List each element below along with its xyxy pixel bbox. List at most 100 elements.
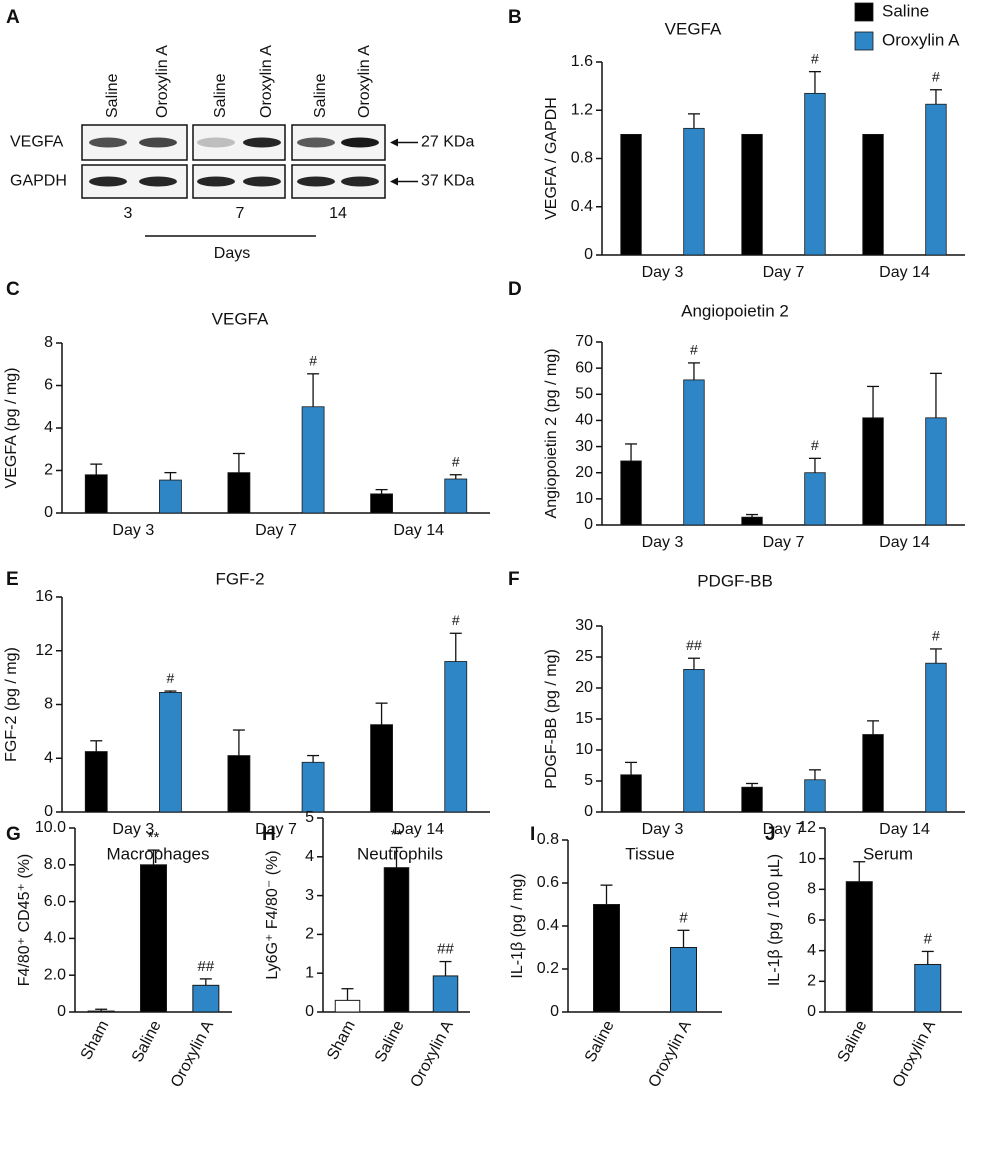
bar <box>914 963 942 1013</box>
lane-label: Saline <box>312 73 329 118</box>
y-tick-label: 15 <box>575 710 593 727</box>
chart-title: VEGFA <box>665 19 722 38</box>
panel-label: J <box>765 824 776 845</box>
significance: # <box>932 68 940 84</box>
y-tick-label: 0.8 <box>571 150 593 167</box>
bar <box>804 92 826 256</box>
bar <box>593 904 620 1013</box>
y-tick-label: 8.0 <box>44 856 66 873</box>
y-axis-label: VEGFA (pg / mg) <box>3 368 20 489</box>
significance: ** <box>391 826 403 843</box>
x-tick-label: Saline <box>835 1018 871 1065</box>
y-tick-label: 0 <box>584 803 593 820</box>
x-tick-label: Day 14 <box>393 821 444 838</box>
y-tick-label: 0.2 <box>537 960 559 977</box>
arrow-head <box>390 177 398 186</box>
significance: # <box>452 453 460 469</box>
x-tick-label: Day 3 <box>642 264 684 281</box>
y-axis-label: IL-1β (pg / 100 µL) <box>766 854 783 986</box>
y-axis-label: VEGFA / GAPDH <box>543 97 560 220</box>
bar <box>741 133 763 256</box>
y-axis-label: IL-1β (pg / mg) <box>509 873 526 978</box>
bar <box>84 474 108 514</box>
significance: # <box>167 670 175 686</box>
x-tick-label: Day 3 <box>112 821 154 838</box>
bar <box>862 133 884 256</box>
significance: ## <box>437 941 454 958</box>
blot-band <box>341 176 379 187</box>
bar <box>620 774 642 813</box>
bar <box>862 417 884 526</box>
bar <box>925 662 947 813</box>
x-tick-label: Day 3 <box>112 522 154 539</box>
x-tick-label: Day 7 <box>763 264 805 281</box>
y-tick-label: 4 <box>305 848 314 865</box>
bar <box>87 1010 115 1013</box>
significance: # <box>811 50 819 66</box>
chart-title: PDGF-BB <box>697 571 773 590</box>
row-label: VEGFA <box>10 134 64 151</box>
y-tick-label: 0 <box>584 246 593 263</box>
y-tick-label: 4 <box>44 749 53 766</box>
x-tick-label: Saline <box>129 1018 165 1065</box>
significance: ## <box>686 637 702 653</box>
x-tick-label: Sham <box>324 1018 359 1063</box>
y-tick-label: 30 <box>575 617 593 634</box>
panel-label: C <box>6 279 20 300</box>
y-tick-label: 20 <box>575 464 593 481</box>
blot-band <box>197 137 235 148</box>
y-tick-label: 40 <box>575 412 593 429</box>
bar <box>862 734 884 813</box>
bar <box>925 417 947 526</box>
bar <box>84 751 108 813</box>
panel-label: I <box>530 824 535 845</box>
y-tick-label: 10 <box>575 741 593 758</box>
y-tick-label: 50 <box>575 386 593 403</box>
x-tick-label: Oroxylin A <box>890 1018 939 1091</box>
blot-band <box>341 137 379 148</box>
bar <box>683 127 705 256</box>
chart-title: Neutrophils <box>357 844 443 863</box>
y-tick-label: 10 <box>798 850 816 867</box>
bar <box>159 692 182 813</box>
y-tick-label: 4 <box>44 419 53 436</box>
x-tick-label: Day 7 <box>255 821 297 838</box>
y-tick-label: 25 <box>575 648 593 665</box>
y-tick-label: 0.8 <box>537 831 559 848</box>
y-tick-label: 0 <box>44 803 53 820</box>
bar <box>683 669 705 813</box>
bar <box>227 472 251 514</box>
significance: # <box>679 909 688 926</box>
x-tick-label: Day 14 <box>879 821 930 838</box>
x-tick-label: Oroxylin A <box>646 1018 695 1091</box>
y-tick-label: 4.0 <box>44 930 66 947</box>
y-tick-label: 0 <box>584 516 593 533</box>
chart-title: Macrophages <box>106 844 209 863</box>
panel-label: E <box>6 569 19 590</box>
panel-label: D <box>508 279 522 300</box>
y-tick-label: 1.6 <box>571 53 593 70</box>
y-tick-label: 1 <box>305 964 314 981</box>
panel-label: G <box>6 824 21 845</box>
significance: # <box>924 930 933 947</box>
blot-band <box>89 137 127 148</box>
x-tick-label: Day 14 <box>393 522 444 539</box>
y-tick-label: 5 <box>305 809 314 826</box>
y-axis-label: Angiopoietin 2 (pg / mg) <box>543 349 560 519</box>
legend-swatch <box>854 31 874 51</box>
blot-band <box>139 137 177 148</box>
y-tick-label: 10 <box>575 490 593 507</box>
blot-band <box>197 176 235 187</box>
y-tick-label: 2 <box>44 462 53 479</box>
significance: # <box>932 628 940 644</box>
bar <box>159 479 182 514</box>
x-tick-label: Saline <box>372 1018 408 1065</box>
lane-label: Saline <box>212 73 229 118</box>
lane-label: Saline <box>104 73 121 118</box>
y-tick-label: 8 <box>44 334 53 351</box>
y-tick-label: 0 <box>807 1003 816 1020</box>
blot-band <box>297 176 335 187</box>
y-tick-label: 16 <box>35 588 53 605</box>
bar <box>227 755 251 813</box>
legend-swatch <box>854 2 874 22</box>
